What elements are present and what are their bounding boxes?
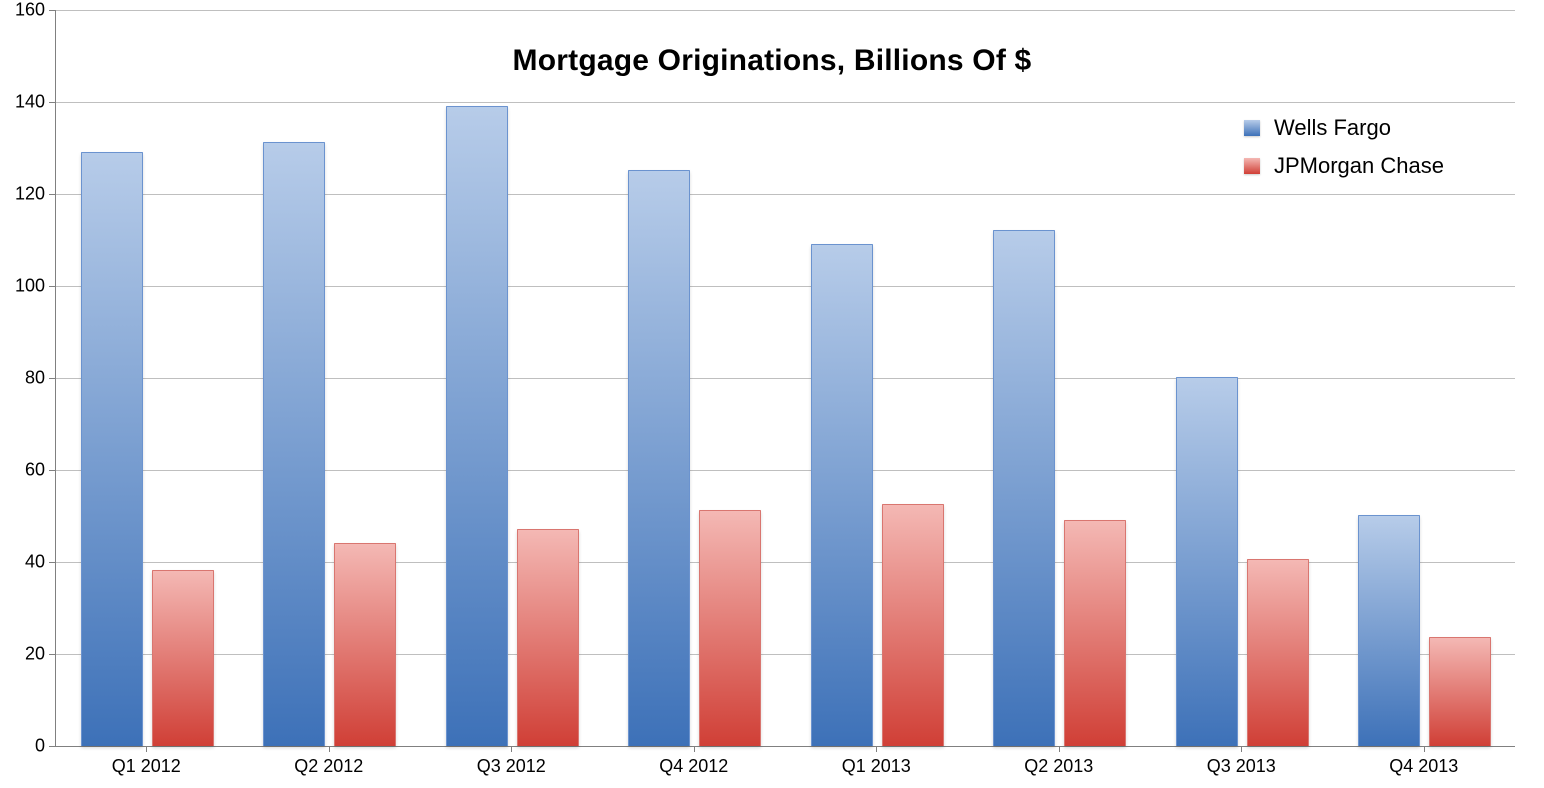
x-axis-label: Q4 2012 [659, 746, 728, 777]
bar [1247, 559, 1309, 746]
legend: Wells Fargo JPMorgan Chase [1244, 115, 1444, 191]
bar [1064, 520, 1126, 746]
bar [81, 152, 143, 746]
x-axis-label: Q1 2012 [112, 746, 181, 777]
legend-item: JPMorgan Chase [1244, 153, 1444, 179]
x-axis-label: Q1 2013 [842, 746, 911, 777]
legend-item: Wells Fargo [1244, 115, 1444, 141]
bar [811, 244, 873, 746]
bar [993, 230, 1055, 746]
bar [1429, 637, 1491, 746]
bar [446, 106, 508, 746]
legend-label: JPMorgan Chase [1274, 153, 1444, 179]
y-axis [55, 10, 56, 746]
bar [1176, 377, 1238, 746]
bar [334, 543, 396, 746]
legend-swatch [1244, 158, 1260, 174]
x-axis-label: Q3 2013 [1207, 746, 1276, 777]
legend-swatch [1244, 120, 1260, 136]
bar [263, 142, 325, 746]
bar [628, 170, 690, 746]
x-axis [55, 746, 1515, 747]
x-axis-label: Q2 2013 [1024, 746, 1093, 777]
legend-label: Wells Fargo [1274, 115, 1391, 141]
gridline [55, 10, 1515, 11]
bar [1358, 515, 1420, 746]
chart-container: Mortgage Originations, Billions Of $ 020… [0, 0, 1544, 788]
x-axis-label: Q3 2012 [477, 746, 546, 777]
gridline [55, 102, 1515, 103]
bar [517, 529, 579, 746]
bar [152, 570, 214, 746]
bar [882, 504, 944, 747]
x-axis-label: Q4 2013 [1389, 746, 1458, 777]
bar [699, 510, 761, 746]
x-axis-label: Q2 2012 [294, 746, 363, 777]
